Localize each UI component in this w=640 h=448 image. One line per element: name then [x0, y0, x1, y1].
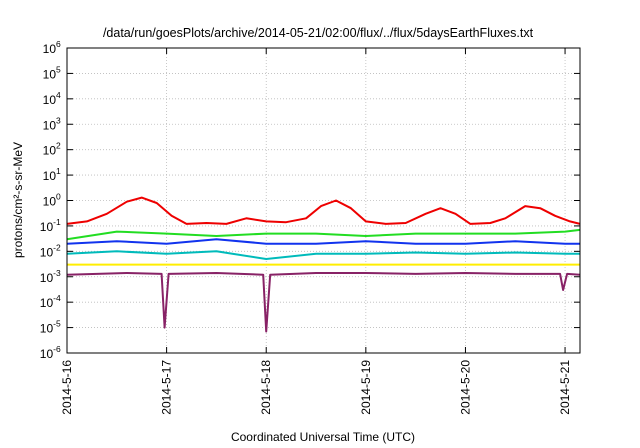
y-tick-base: 10 [40, 322, 54, 336]
y-tick-exponent: 3 [56, 115, 61, 125]
x-tick-label: 2014-5-17 [160, 360, 174, 415]
y-tick-base: 10 [43, 144, 57, 158]
y-tick-exponent: -5 [53, 319, 61, 329]
y-tick-label: 102 [43, 141, 61, 158]
x-tick-label: 2014-5-19 [359, 360, 373, 415]
y-tick-base: 10 [40, 220, 54, 234]
series-line-2 [66, 228, 581, 241]
y-tick-base: 10 [43, 118, 57, 132]
y-tick-exponent: 4 [56, 90, 61, 100]
y-tick-label: 101 [43, 166, 61, 183]
y-tick-exponent: -2 [53, 242, 61, 252]
y-tick-exponent: 0 [56, 192, 61, 202]
y-tick-exponent: -6 [53, 344, 61, 354]
y-tick-exponent: -1 [53, 217, 61, 227]
x-tick-label: 2014-5-16 [60, 360, 74, 415]
y-axis-label: protons/cm²-s-sr-MeV [11, 142, 25, 258]
y-tick-base: 10 [43, 195, 57, 209]
y-tick-base: 10 [43, 93, 57, 107]
data-series [66, 196, 581, 333]
y-tick-base: 10 [40, 245, 54, 259]
y-tick-exponent: 5 [56, 64, 61, 74]
series-line-1 [66, 196, 581, 225]
y-tick-label: 10-3 [40, 268, 61, 285]
y-tick-label: 105 [43, 64, 61, 81]
y-tick-exponent: -4 [53, 293, 61, 303]
y-tick-label: 106 [43, 39, 61, 56]
series-line-3 [66, 238, 580, 245]
y-tick-exponent: 1 [56, 166, 61, 176]
x-tick-label: 2014-5-18 [259, 360, 273, 415]
y-tick-exponent: 2 [56, 141, 61, 151]
y-tick-base: 10 [43, 42, 57, 56]
x-axis-label: Coordinated Universal Time (UTC) [231, 430, 415, 444]
y-tick-base: 10 [43, 67, 57, 81]
y-tick-base: 10 [43, 169, 57, 183]
y-tick-label: 104 [43, 90, 61, 107]
series-line-4 [66, 250, 580, 260]
y-tick-label: 10-4 [40, 293, 61, 310]
y-tick-base: 10 [40, 347, 54, 361]
x-tick-label: 2014-5-20 [458, 360, 472, 415]
y-tick-label: 100 [43, 192, 61, 209]
y-axis-ticks: 10-610-510-410-310-210-11001011021031041… [40, 39, 580, 361]
y-tick-label: 103 [43, 115, 61, 132]
grid [67, 48, 580, 353]
series-line-6 [66, 272, 581, 333]
x-axis-ticks: 2014-5-16 2014-5-17 2014-5-18 2014-5-19 2014… [60, 48, 572, 415]
y-tick-label: 10-5 [40, 319, 61, 336]
y-tick-label: 10-1 [40, 217, 61, 234]
plot-frame [66, 47, 581, 354]
y-tick-base: 10 [40, 271, 54, 285]
chart-title: /data/run/goesPlots/archive/2014-05-21/0… [103, 26, 534, 40]
y-tick-exponent: -3 [53, 268, 61, 278]
x-tick-label: 2014-5-21 [558, 360, 572, 415]
y-tick-label: 10-6 [40, 344, 61, 361]
y-tick-base: 10 [40, 296, 54, 310]
y-tick-label: 10-2 [40, 242, 61, 259]
y-tick-exponent: 6 [56, 39, 61, 49]
